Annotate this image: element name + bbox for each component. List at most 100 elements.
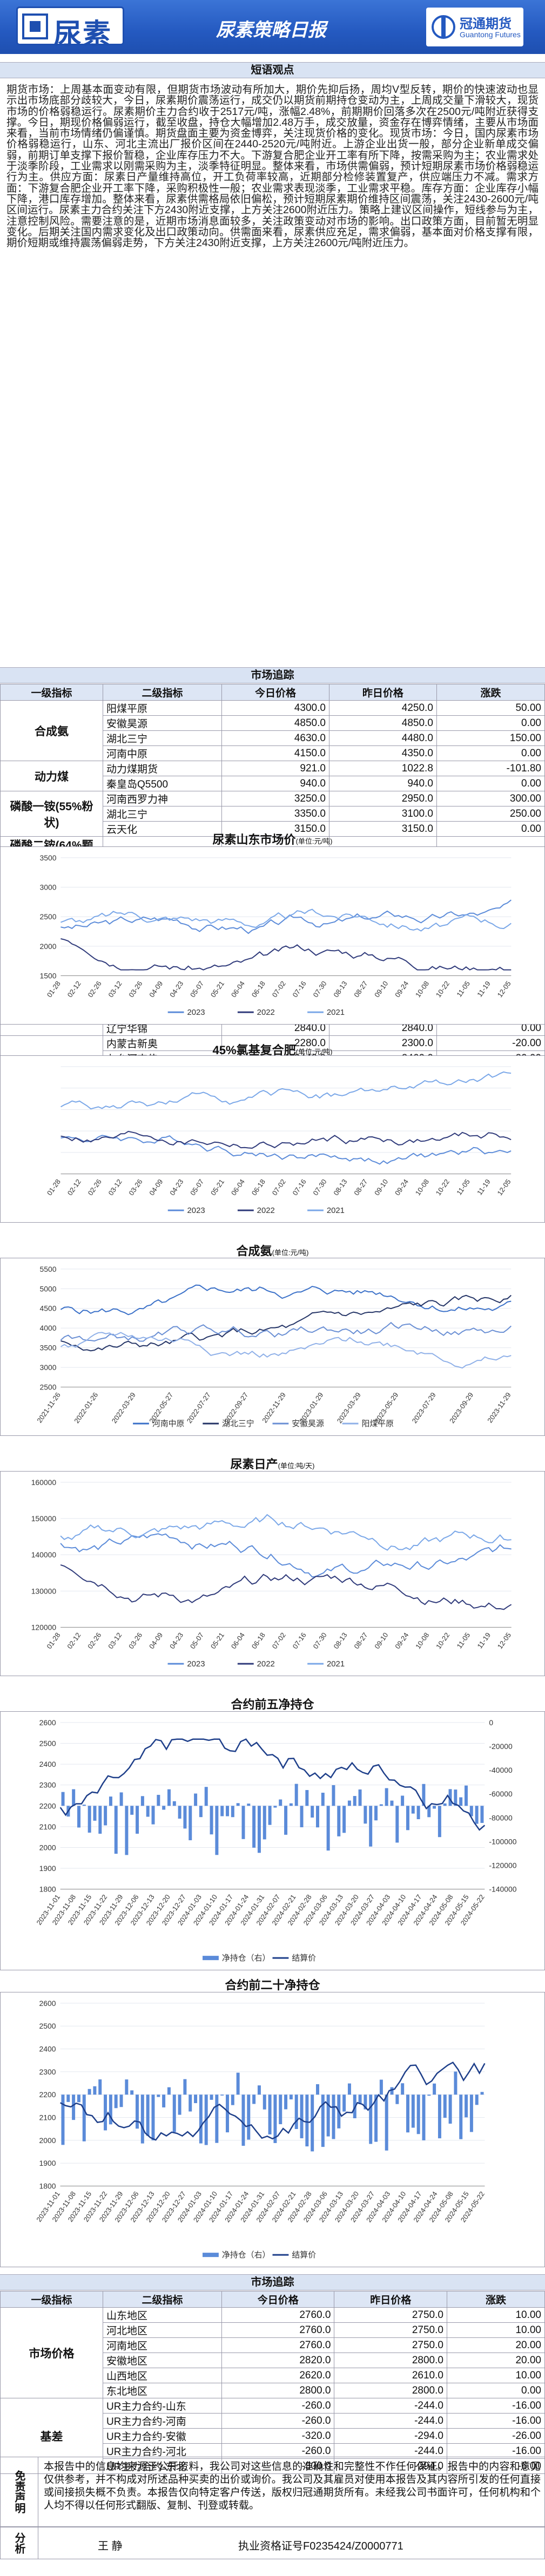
change-value: 50.00 [436, 700, 545, 716]
chart-compound-fertilizer: 01-28 02-12 02-26 03-12 03-26 04-09 04-23 05-07… [0, 1055, 545, 1223]
net-position-bar [427, 2094, 431, 2096]
change-value: 10.00 [446, 2307, 545, 2323]
y-tick-label: 2300 [39, 2067, 56, 2076]
section-tracking-title: 市场追踪 [0, 667, 545, 683]
yesterday-price: 2800.0 [334, 2383, 447, 2398]
net-position-bar [416, 2094, 420, 2134]
net-position-bar [379, 1804, 383, 1806]
chart-title: 合成氨 [236, 1244, 272, 1258]
x-tick-label: 05-21 [209, 980, 226, 999]
series-line [60, 1294, 512, 1352]
net-position-bar [226, 2094, 229, 2133]
today-price: 4300.0 [221, 700, 329, 716]
net-position-bar [374, 1806, 378, 1821]
net-position-bar [61, 1792, 65, 1806]
y-tick-label: 1800 [39, 1885, 56, 1894]
secondary-indicator: 河南西罗力神 [103, 791, 222, 806]
legend-label: 2023 [187, 1008, 205, 1017]
x-tick-label: 10-08 [414, 980, 430, 999]
net-position-bar [433, 2083, 436, 2095]
disclaimer-text: 本报告中的信息均来源于公开资料，我公司对这些信息的准确性和完整性不作任何保证。报… [44, 2461, 541, 2511]
net-position-bar [353, 1796, 356, 1806]
x-tick-label: 01-28 [45, 980, 62, 999]
chart-unit: (单位:元/吨) [272, 1249, 309, 1257]
yesterday-price: -294.0 [334, 2428, 447, 2444]
net-position-bar [289, 1803, 293, 1806]
primary-indicator: 磷酸一铵(55%粉状) [0, 791, 103, 837]
change-value: 300.00 [436, 791, 545, 806]
legend-label: 2021 [327, 1659, 345, 1669]
today-price: 2760.0 [221, 2307, 335, 2323]
net-position-bar [204, 1787, 208, 1806]
net-position-bar [326, 1806, 330, 1851]
x-tick-label: 06-18 [250, 1631, 267, 1651]
net-position-bar [289, 2094, 293, 2100]
secondary-indicator: UR主力合约-东北 [103, 2458, 222, 2474]
net-position-bar [98, 2079, 102, 2095]
x-tick-label: 2021-11-26 [35, 1391, 62, 1425]
net-position-bar [454, 1789, 457, 1806]
brand-logo: 冠通期货 Guantong Futures [426, 8, 523, 46]
x-tick-label: 02-26 [86, 1178, 103, 1197]
net-position-bar [72, 2094, 76, 2120]
yesterday-price: 2800.0 [334, 2353, 447, 2368]
today-price: 4630.0 [221, 730, 329, 746]
net-position-bar [279, 1799, 282, 1806]
net-position-bar [231, 1806, 234, 1818]
analyst-label: 分析师 [1, 2527, 38, 2559]
change-value: 10.00 [446, 2322, 545, 2338]
x-tick-label: 07-16 [291, 1631, 308, 1651]
chart-unit: (单位:吨/天) [278, 1462, 315, 1470]
y-tick-label: 2400 [39, 1760, 56, 1768]
net-position-bar [140, 1796, 144, 1806]
x-tick-label: 02-26 [86, 980, 103, 999]
net-position-bar [125, 1806, 129, 1855]
x-tick-label: 2022-01-26 [72, 1391, 99, 1425]
yesterday-price: 2610.0 [334, 2368, 447, 2383]
change-value: 250.00 [436, 806, 545, 822]
change-value: -16.00 [446, 2443, 545, 2459]
secondary-indicator: 阳煤平原 [103, 700, 222, 716]
table-row: UR主力合约-河北 -260.0 -244.0 -16.00 [1, 2443, 545, 2459]
x-tick-label: 11-05 [455, 1631, 472, 1650]
series-line [60, 1332, 512, 1369]
net-position-bar [379, 2079, 383, 2095]
net-position-bar [459, 1797, 463, 1806]
y-tick-label: 2500 [40, 912, 57, 921]
x-tick-label: 02-12 [65, 1631, 82, 1651]
x-tick-label: 10-08 [414, 1631, 430, 1651]
y-tick-label: 140000 [31, 1550, 57, 1559]
net-position-bar [443, 1803, 447, 1806]
net-position-bar [390, 1800, 394, 1806]
analyst-box: 分析师 王 静 执业资格证号F0235424/Z0000771 [0, 2527, 545, 2559]
yesterday-price: -244.0 [334, 2398, 447, 2414]
report-header: 尿素 尿素策略日报 冠通期货 Guantong Futures [0, 0, 545, 54]
x-tick-label: 04-09 [147, 1178, 164, 1197]
net-position-bar [311, 1806, 314, 1818]
x-tick-label: 07-30 [311, 980, 328, 999]
today-price: -260.0 [221, 2443, 335, 2459]
y-tick-label: 3000 [40, 1363, 57, 1372]
x-tick-label: 09-10 [373, 1631, 389, 1651]
net-position-bar [136, 1806, 139, 1834]
series-line [60, 1135, 512, 1165]
net-position-bar [438, 1806, 441, 1838]
x-tick-label: 06-04 [230, 980, 246, 999]
net-position-bar [406, 2094, 409, 2133]
change-value: 0.00 [436, 776, 545, 791]
x-tick-label: 07-02 [271, 980, 287, 999]
secondary-indicator: 动力煤期货 [103, 761, 222, 776]
chart5-title: 合约前五净持仓 [0, 1695, 545, 1712]
net-position-bar [241, 2094, 245, 2146]
net-position-bar [130, 1806, 134, 1815]
x-tick-label: 05-07 [189, 980, 205, 999]
legend-label: 2023 [187, 1206, 205, 1215]
y-tick-label: 5500 [40, 1265, 57, 1273]
net-position-bar [119, 1792, 123, 1806]
chart-title: 尿素山东市场价 [212, 833, 296, 846]
secondary-indicator: 湖北三宁 [103, 730, 222, 746]
yesterday-price: 4480.0 [328, 730, 437, 746]
today-price: 4150.0 [221, 745, 329, 761]
x-tick-label: 09-10 [373, 1178, 389, 1197]
